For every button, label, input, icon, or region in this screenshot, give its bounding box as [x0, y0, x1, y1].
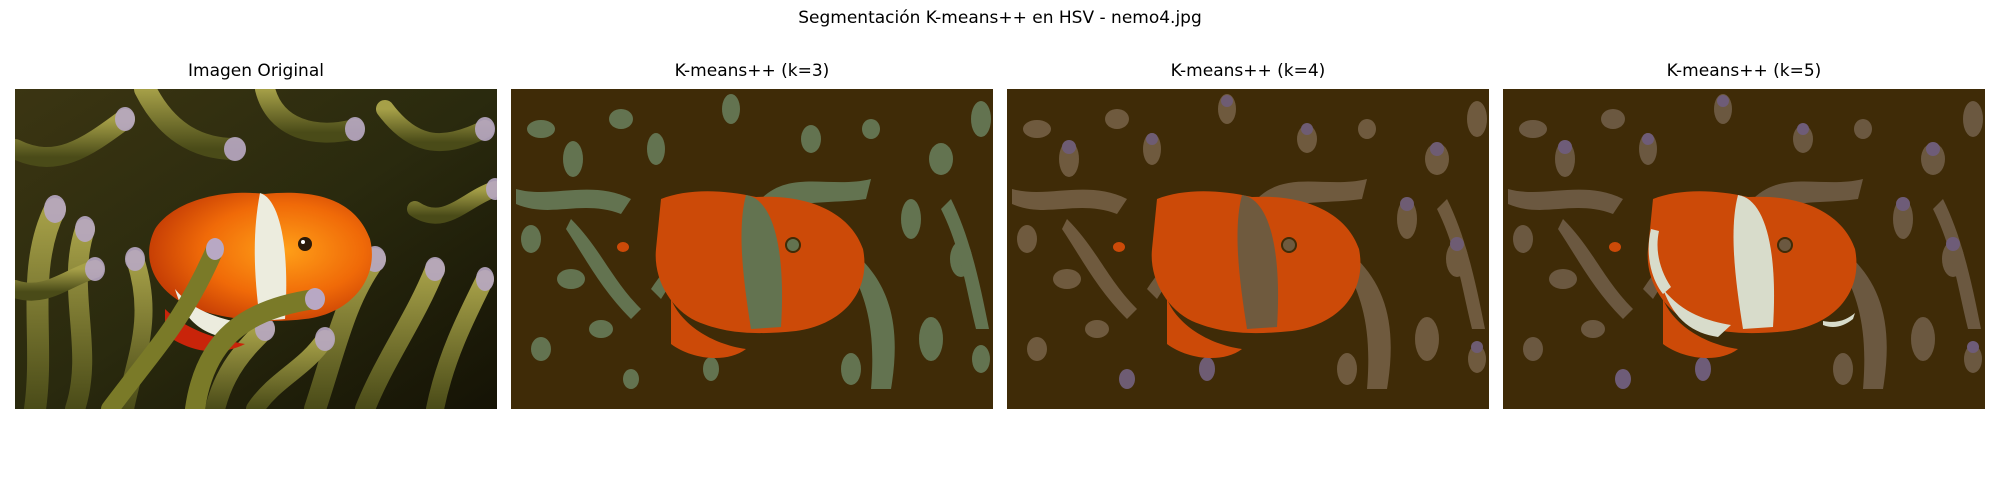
- panel-title-k5: K-means++ (k=5): [1666, 61, 1822, 81]
- panel-title-original: Imagen Original: [188, 61, 324, 81]
- panel-original: Imagen Original: [15, 60, 497, 409]
- segmented-image-k3: [511, 89, 993, 409]
- figure-suptitle: Segmentación K-means++ en HSV - nemo4.jp…: [798, 8, 1202, 28]
- segmented-image-k4: [1007, 89, 1489, 409]
- panel-k5: K-means++ (k=5): [1503, 60, 1985, 409]
- panel-k4: K-means++ (k=4): [1007, 60, 1489, 409]
- segmented-image-k5: [1503, 89, 1985, 409]
- panel-title-k4: K-means++ (k=4): [1170, 61, 1326, 81]
- panel-title-k3: K-means++ (k=3): [674, 61, 830, 81]
- original-image: [15, 89, 497, 409]
- panel-k3: K-means++ (k=3): [511, 60, 993, 409]
